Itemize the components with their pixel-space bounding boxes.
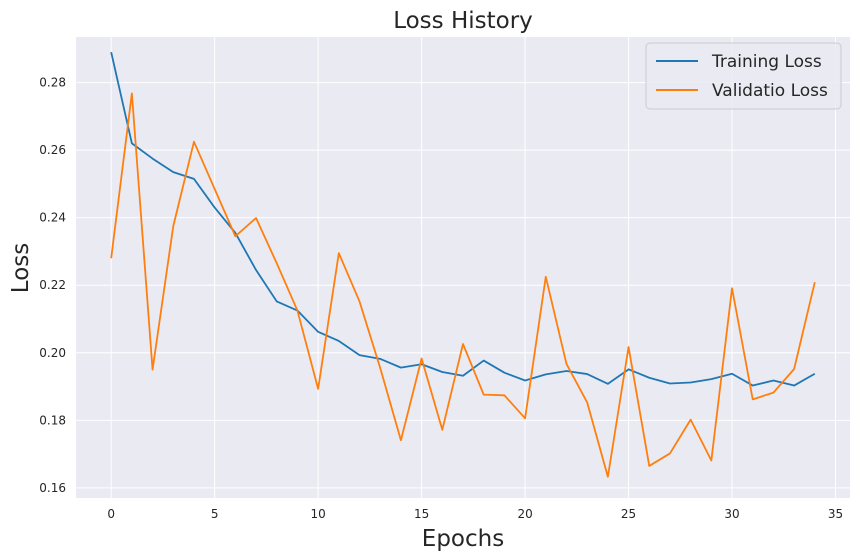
legend-label-validation: Validatio Loss [712,81,828,101]
y-tick-label: 0.16 [39,481,66,495]
x-tick-label: 15 [414,507,429,521]
series-lines [110,52,816,478]
x-tick-label: 30 [724,507,739,521]
chart-title: Loss History [393,8,533,34]
y-tick-label: 0.20 [39,346,66,360]
training-loss-line [110,52,816,387]
grid [76,37,850,498]
legend-label-training: Training Loss [711,52,822,72]
x-tick-label: 20 [517,507,532,521]
x-tick-label: 5 [211,507,219,521]
validation-loss-line [110,92,816,478]
plot-background [76,37,850,498]
x-tick-label: 25 [621,507,636,521]
y-tick-label: 0.22 [39,278,66,292]
y-tick-label: 0.26 [39,143,66,157]
y-tick-label: 0.24 [39,211,66,225]
x-tick-label: 0 [107,507,115,521]
x-tick-label: 35 [828,507,843,521]
y-axis-label: Loss [8,243,34,293]
y-tick-label: 0.18 [39,413,66,427]
y-tick-label: 0.28 [39,76,66,90]
x-tick-label: 10 [310,507,325,521]
x-axis-label: Epochs [422,526,504,552]
legend-box [645,42,842,110]
legend: Training Loss Validatio Loss [645,42,842,110]
tick-labels: 0 5 10 15 20 25 30 35 0.16 0.18 0.20 0.22 0.24 0.26 0.… [39,76,843,521]
